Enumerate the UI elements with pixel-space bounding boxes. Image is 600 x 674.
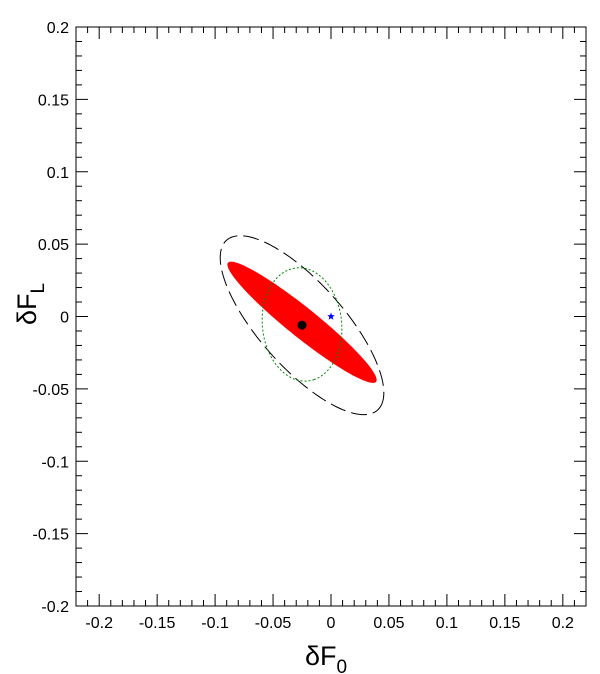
y-tick-label: 0 (60, 310, 69, 327)
x-axis-label: δF0 (305, 641, 347, 674)
y-tick-label: 0.15 (38, 92, 69, 109)
y-tick-label: 0.1 (47, 165, 69, 182)
y-tick-label: -0.2 (41, 599, 69, 616)
x-tick-label: -0.2 (85, 615, 113, 632)
x-tick-label: 0.05 (373, 615, 404, 632)
contour-dashed (219, 235, 385, 416)
x-tick-label: 0.2 (552, 615, 574, 632)
y-tick-label: 0.05 (38, 237, 69, 254)
contour-dotted (261, 267, 343, 382)
points-layer (297, 312, 335, 330)
x-tick-label: 0 (327, 615, 336, 632)
x-tick-label: -0.05 (255, 615, 292, 632)
ticks-layer (75, 26, 587, 607)
y-tick-label: -0.15 (33, 527, 70, 544)
x-tick-label: 0.15 (489, 615, 520, 632)
best-fit-point (297, 320, 307, 330)
y-axis-label: δFL (12, 283, 49, 325)
x-tick-label: -0.1 (201, 615, 229, 632)
reference-point (327, 312, 335, 320)
y-tick-label: 0.2 (47, 20, 69, 37)
tick-labels-layer: -0.2 -0.15 -0.1 -0.05 0 0.05 0.1 0.15 0.2 -0.2 -0.… (33, 20, 575, 632)
x-tick-label: -0.15 (139, 615, 176, 632)
x-tick-label: 0.1 (436, 615, 458, 632)
y-tick-label: -0.1 (41, 454, 69, 471)
y-tick-label: -0.05 (33, 382, 70, 399)
